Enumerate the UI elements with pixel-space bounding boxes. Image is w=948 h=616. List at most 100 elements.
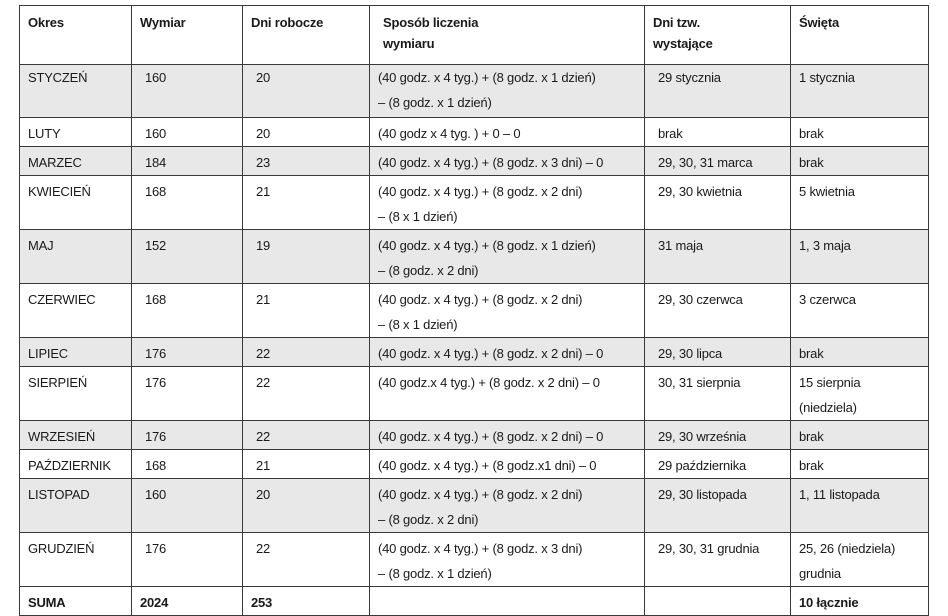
cell-sposob-text: (40 godz. x 4 tyg.) + (8 godz. x 3 dni) …: [370, 147, 644, 175]
cell-dni-robocze-text: 22: [256, 375, 271, 390]
cell-wystajace-text: 29, 30 czerwca: [645, 284, 790, 312]
sum-dni-robocze: 253: [242, 586, 370, 616]
header-wystajace-line-2: wystające: [653, 36, 713, 51]
cell-wymiar: 160: [131, 478, 243, 533]
cell-swieta-line-1: 3 czerwca: [799, 292, 856, 307]
cell-swieta-text: brak: [791, 118, 928, 146]
cell-wystajace-line-1: 29 stycznia: [658, 70, 721, 85]
cell-okres: LISTOPAD: [19, 478, 132, 533]
cell-wystajace-line-1: 29, 30, 31 marca: [658, 155, 753, 170]
cell-swieta-text: 1 stycznia: [791, 65, 928, 90]
cell-dni-robocze: 21: [242, 175, 370, 230]
cell-sposob-line-1: (40 godz. x 4 tyg.) + (8 godz. x 2 dni): [378, 292, 583, 307]
sum-okres-text: SUMA: [28, 595, 66, 610]
cell-swieta: 25, 26 (niedziela) grudnia: [790, 532, 929, 587]
sum-sposob: [369, 586, 645, 616]
header-okres-label: Okres: [28, 15, 64, 30]
cell-wymiar-text: 160: [145, 487, 167, 502]
cell-wymiar-text: 168: [145, 458, 167, 473]
cell-sposob-line-2: – (8 x 1 dzień): [378, 317, 458, 332]
sum-wystajace: [644, 586, 791, 616]
header-wystajace-line-1: Dni tzw.: [653, 15, 701, 30]
cell-wystajace: 29 października: [644, 449, 791, 479]
cell-sposob-line-2: – (8 godz. x 1 dzień): [378, 95, 492, 110]
cell-dni-robocze: 21: [242, 283, 370, 338]
cell-okres-text: CZERWIEC: [28, 292, 96, 307]
cell-sposob-text: (40 godz. x 4 tyg.) + (8 godz. x 3 dni) –…: [370, 533, 644, 586]
cell-dni-robocze-text: 20: [256, 70, 271, 85]
cell-sposob: (40 godz. x 4 tyg.) + (8 godz. x 2 dni) …: [369, 337, 645, 367]
cell-okres-text: PAŹDZIERNIK: [28, 458, 111, 473]
sum-swieta-text: 10 łącznie: [799, 595, 859, 610]
cell-sposob: (40 godz. x 4 tyg.) + (8 godz. x 2 dni) …: [369, 420, 645, 450]
cell-swieta-line-1: 1 stycznia: [799, 70, 855, 85]
cell-dni-robocze: 19: [242, 229, 370, 284]
cell-swieta: 3 czerwca: [790, 283, 929, 338]
cell-wystajace-line-1: 31 maja: [658, 238, 703, 253]
cell-sposob-text: (40 godz. x 4 tyg.) + (8 godz. x 2 dni) …: [370, 421, 644, 449]
cell-okres: PAŹDZIERNIK: [19, 449, 132, 479]
cell-wystajace-text: 29, 30 kwietnia: [645, 176, 790, 204]
cell-sposob-text: (40 godz. x 4 tyg.) + (8 godz. x 1 dzień…: [370, 65, 644, 115]
cell-wymiar: 176: [131, 420, 243, 450]
cell-dni-robocze: 20: [242, 117, 370, 147]
cell-okres-text: KWIECIEŃ: [28, 184, 91, 199]
cell-swieta-line-1: brak: [799, 155, 824, 170]
cell-wystajace-text: 29, 30 listopada: [645, 479, 790, 507]
cell-sposob-line-1: (40 godz. x 4 tyg.) + (8 godz.x1 dni) – …: [378, 458, 597, 473]
cell-sposob: (40 godz. x 4 tyg.) + (8 godz. x 3 dni) –…: [369, 532, 645, 587]
header-sposob-line-2: wymiaru: [383, 36, 435, 51]
cell-wystajace-line-1: 30, 31 sierpnia: [658, 375, 741, 390]
cell-okres: STYCZEŃ: [19, 64, 132, 118]
cell-swieta-text: brak: [791, 450, 928, 478]
cell-swieta-text: 25, 26 (niedziela) grudnia: [791, 533, 928, 586]
table-row: GRUDZIEŃ 176 22 (40 godz. x 4 tyg.) + (8 go…: [19, 532, 929, 587]
table-row: MAJ 152 19 (40 godz. x 4 tyg.) + (8 godz. x…: [19, 229, 929, 284]
table-body: STYCZEŃ 160 20 (40 godz. x 4 tyg.) + (8 god…: [19, 64, 929, 616]
cell-dni-robocze-text: 21: [256, 458, 271, 473]
cell-sposob-text: (40 godz. x 4 tyg.) + (8 godz.x1 dni) – …: [370, 450, 644, 478]
cell-wystajace: 31 maja: [644, 229, 791, 284]
cell-wymiar: 176: [131, 337, 243, 367]
cell-dni-robocze: 22: [242, 337, 370, 367]
cell-wystajace: 29, 30, 31 grudnia: [644, 532, 791, 587]
cell-swieta-line-2: (niedziela): [799, 400, 857, 415]
cell-swieta-text: brak: [791, 147, 928, 175]
table-row: CZERWIEC 168 21 (40 godz. x 4 tyg.) + (8 go…: [19, 283, 929, 338]
cell-swieta: brak: [790, 117, 929, 147]
cell-swieta-line-1: 1, 11 listopada: [799, 487, 880, 502]
table-row: LIPIEC 176 22 (40 godz. x 4 tyg.) + (8 godz…: [19, 337, 929, 367]
cell-sposob: (40 godz x 4 tyg. ) + 0 – 0: [369, 117, 645, 147]
cell-wystajace: 29, 30 lipca: [644, 337, 791, 367]
cell-sposob-text: (40 godz x 4 tyg. ) + 0 – 0: [370, 118, 644, 146]
cell-wystajace: 29, 30 listopada: [644, 478, 791, 533]
cell-swieta: brak: [790, 146, 929, 176]
cell-wymiar: 176: [131, 532, 243, 587]
header-dni-robocze-label: Dni robocze: [251, 15, 324, 30]
cell-okres: WRZESIEŃ: [19, 420, 132, 450]
cell-okres: LUTY: [19, 117, 132, 147]
cell-swieta: brak: [790, 420, 929, 450]
cell-sposob: (40 godz.x 4 tyg.) + (8 godz. x 2 dni) –…: [369, 366, 645, 421]
cell-swieta-text: 15 sierpnia (niedziela): [791, 367, 928, 420]
sum-wystajace-text: [645, 587, 790, 590]
cell-wystajace: 29, 30 września: [644, 420, 791, 450]
table-row: LISTOPAD 160 20 (40 godz. x 4 tyg.) + (8 go…: [19, 478, 929, 533]
cell-sposob-line-1: (40 godz. x 4 tyg.) + (8 godz. x 2 dni): [378, 487, 583, 502]
page: Okres Wymiar Dni robocze Sposób liczenia…: [19, 5, 929, 616]
cell-okres-text: LISTOPAD: [28, 487, 90, 502]
cell-swieta-line-1: 25, 26 (niedziela): [799, 541, 896, 556]
cell-swieta-text: 1, 11 listopada: [791, 479, 928, 507]
cell-okres-text: STYCZEŃ: [28, 70, 88, 85]
cell-dni-robocze: 20: [242, 478, 370, 533]
header-sposob: Sposób liczenia wymiaru: [369, 5, 645, 65]
cell-sposob: (40 godz. x 4 tyg.) + (8 godz. x 1 dzień…: [369, 64, 645, 118]
cell-sposob-line-1: (40 godz. x 4 tyg.) + (8 godz. x 2 dni) …: [378, 429, 604, 444]
cell-wystajace-line-1: 29 października: [658, 458, 747, 473]
cell-wystajace: 29, 30 kwietnia: [644, 175, 791, 230]
header-swieta: Święta: [790, 5, 929, 65]
cell-wymiar: 176: [131, 366, 243, 421]
cell-wymiar-text: 176: [145, 541, 167, 556]
cell-sposob-line-1: (40 godz.x 4 tyg.) + (8 godz. x 2 dni) –…: [378, 375, 600, 390]
cell-wystajace: brak: [644, 117, 791, 147]
